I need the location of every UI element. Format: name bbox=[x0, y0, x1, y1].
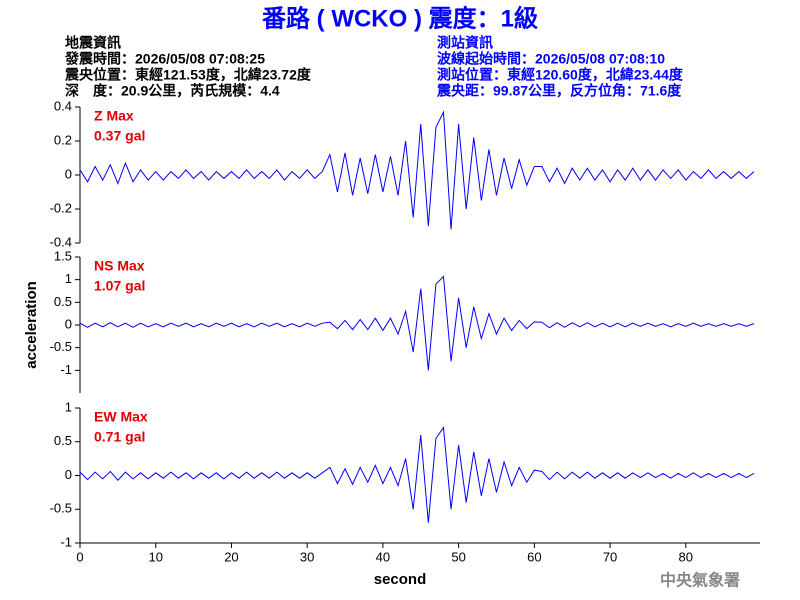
max-label: 0.71 gal bbox=[94, 429, 145, 445]
y-tick-label: 1.5 bbox=[54, 248, 72, 263]
y-tick-label: -0.4 bbox=[50, 234, 72, 249]
max-label: 0.37 gal bbox=[94, 128, 145, 144]
info-right: 測站位置：東經120.60度，北緯23.44度 bbox=[437, 67, 684, 83]
x-tick-label: 10 bbox=[148, 549, 162, 564]
y-tick-label: -0.2 bbox=[50, 200, 72, 215]
y-tick-label: 1 bbox=[65, 271, 72, 286]
x-tick-label: 70 bbox=[603, 549, 617, 564]
channel-label: NS Max bbox=[94, 258, 145, 274]
y-tick-label: 0.2 bbox=[54, 132, 72, 147]
x-tick-label: 80 bbox=[679, 549, 693, 564]
channel-label: EW Max bbox=[94, 409, 148, 425]
y-tick-label: 0.4 bbox=[54, 98, 72, 113]
x-tick-label: 40 bbox=[376, 549, 390, 564]
x-tick-label: 50 bbox=[451, 549, 465, 564]
y-tick-label: -1 bbox=[60, 362, 72, 377]
x-tick-label: 60 bbox=[527, 549, 541, 564]
y-axis-label: acceleration bbox=[23, 281, 40, 369]
info-left: 發震時間：2026/05/08 07:08:25 bbox=[64, 51, 265, 67]
x-tick-label: 0 bbox=[76, 549, 83, 564]
channel-label: Z Max bbox=[94, 108, 134, 124]
x-tick-label: 30 bbox=[300, 549, 314, 564]
y-tick-label: 0.5 bbox=[54, 294, 72, 309]
info-left: 地震資訊 bbox=[65, 35, 121, 51]
max-label: 1.07 gal bbox=[94, 278, 145, 294]
y-tick-label: 0 bbox=[65, 316, 72, 331]
waveform bbox=[79, 110, 755, 230]
footer: 中央氣象署 bbox=[660, 571, 740, 590]
y-tick-label: 1 bbox=[65, 399, 72, 414]
x-axis-label: second bbox=[374, 571, 427, 588]
x-tick-label: 20 bbox=[224, 549, 238, 564]
y-tick-label: 0.5 bbox=[54, 433, 72, 448]
y-tick-label: 0 bbox=[65, 467, 72, 482]
y-tick-label: -0.5 bbox=[50, 501, 72, 516]
waveform bbox=[79, 275, 755, 371]
info-right: 波線起始時間：2026/05/08 07:08:10 bbox=[437, 51, 665, 67]
waveform bbox=[79, 426, 755, 523]
info-left: 震央位置：東經121.53度，北緯23.72度 bbox=[64, 67, 312, 83]
y-tick-label: -1 bbox=[60, 534, 72, 549]
info-right: 測站資訊 bbox=[437, 35, 493, 51]
title: 番路 ( WCKO ) 震度：1級 bbox=[261, 4, 538, 32]
y-tick-label: -0.5 bbox=[50, 339, 72, 354]
info-left: 深 度：20.9公里，芮氏規模：4.4 bbox=[65, 83, 280, 99]
y-tick-label: 0 bbox=[65, 166, 72, 181]
info-right: 震央距：99.87公里，反方位角：71.6度 bbox=[436, 83, 682, 99]
